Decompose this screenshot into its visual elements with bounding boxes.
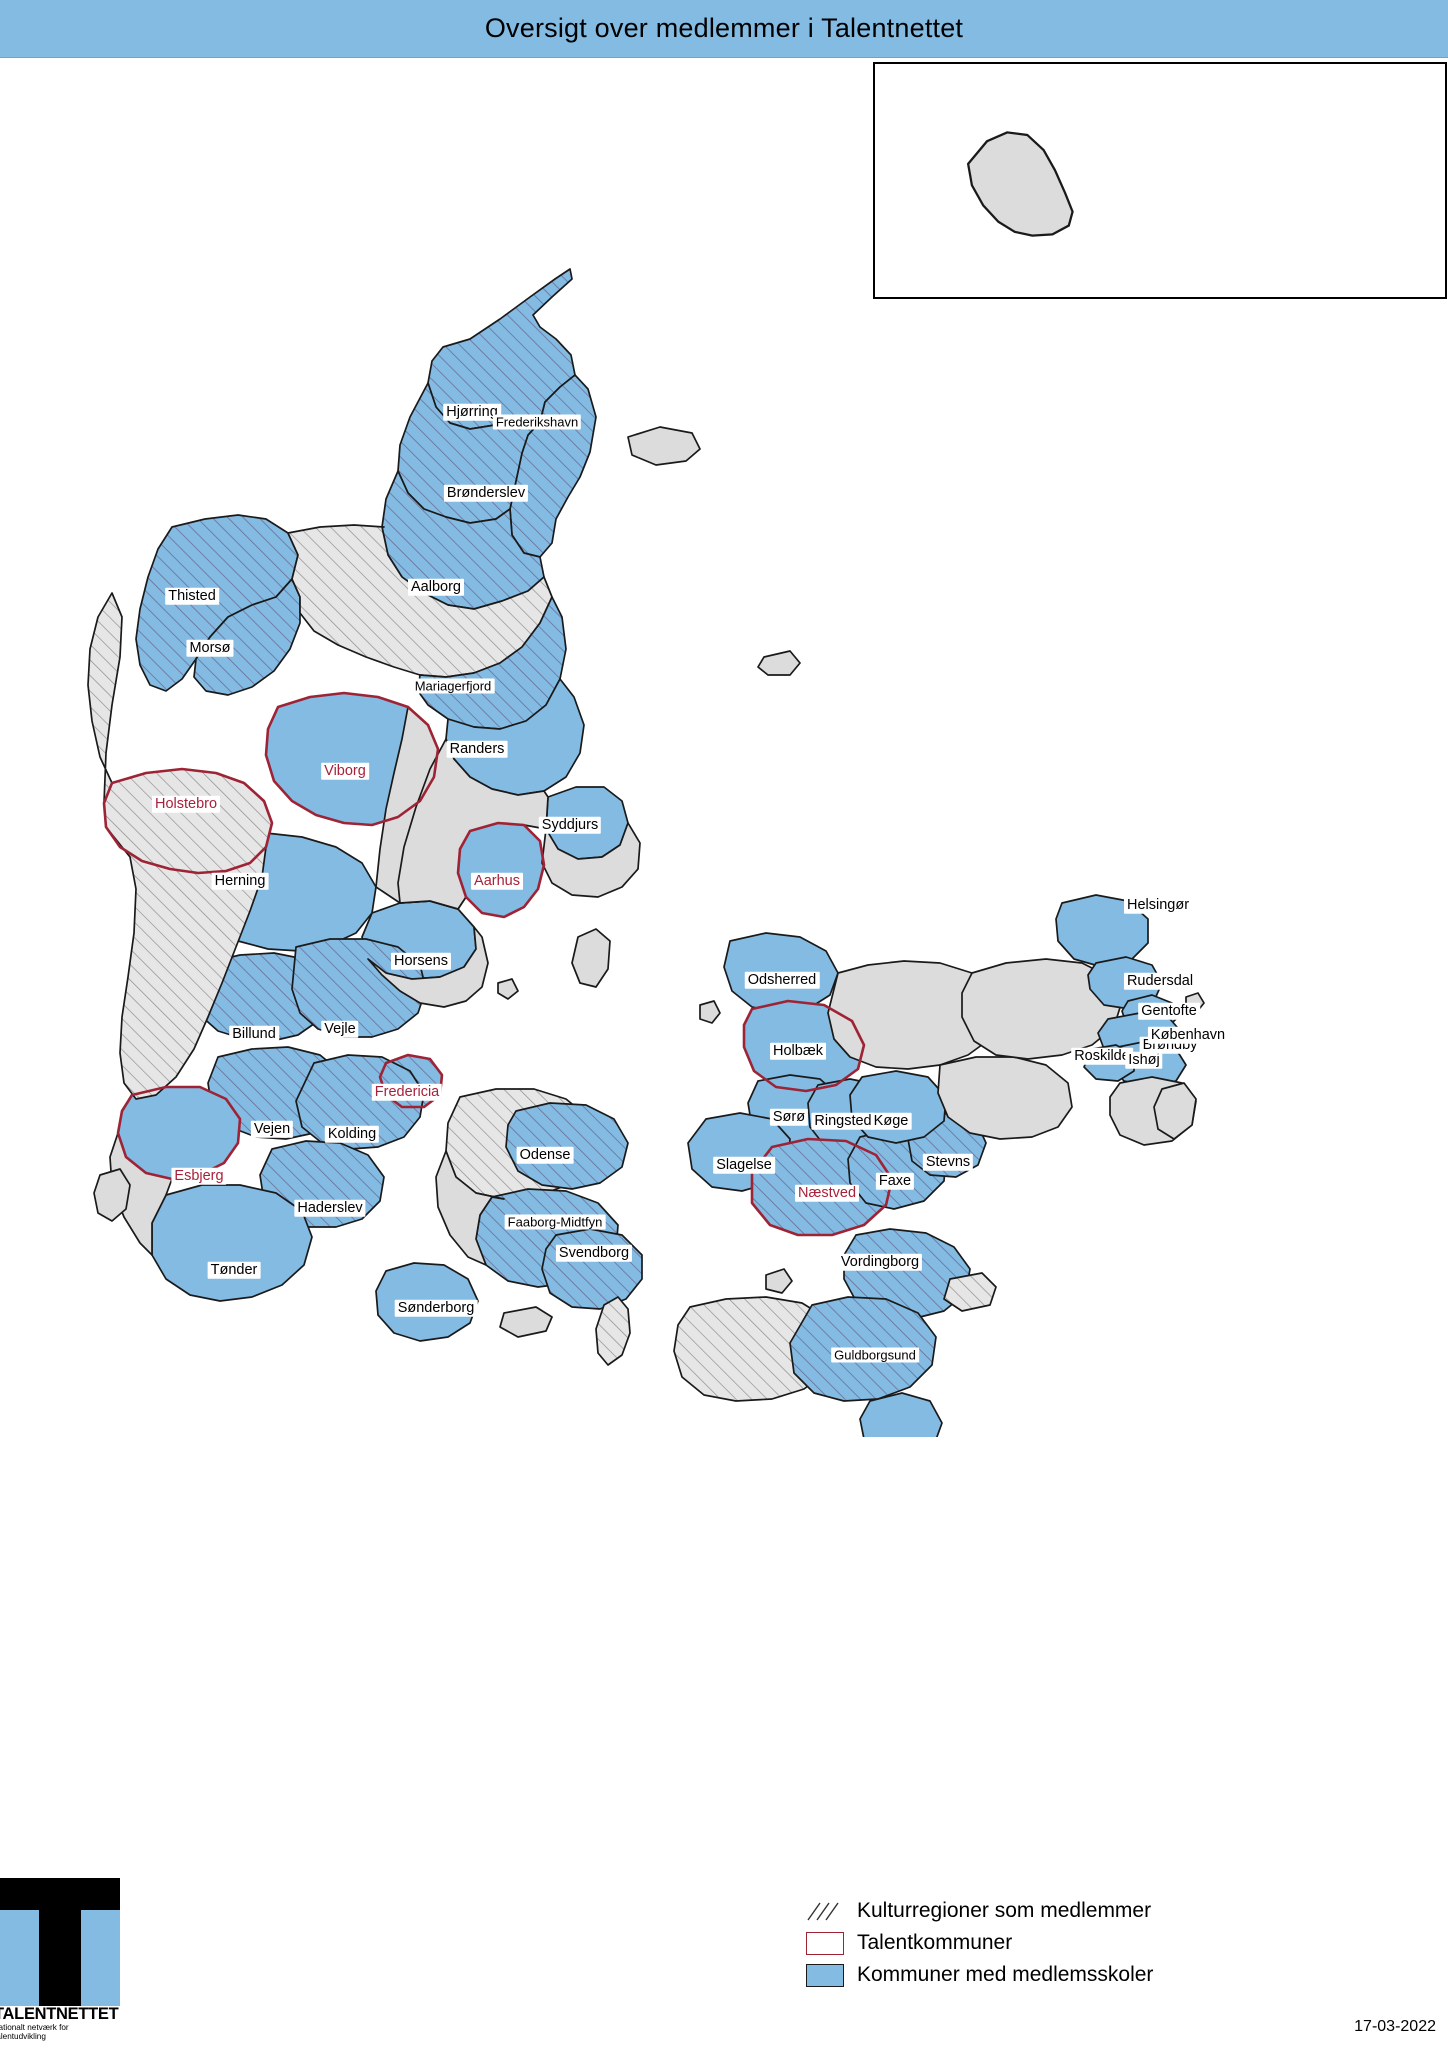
region-falster-south [859, 1392, 943, 1437]
map-label-odsherred: Odsherred [744, 971, 820, 989]
region-kolding [295, 1054, 425, 1150]
island-aeroe [499, 1306, 553, 1338]
map-label-vejen: Vejen [250, 1120, 294, 1138]
logo-wordmark: TALENTNETTET [0, 2005, 119, 2023]
talent-outline-aarhus [456, 821, 546, 919]
map-label-t-nder: Tønder [207, 1261, 261, 1279]
island-bogoe [765, 1268, 793, 1294]
region-svendborg [541, 1228, 643, 1310]
red-outline-swatch-icon [806, 1931, 844, 1955]
map-label-kolding: Kolding [324, 1125, 380, 1143]
blue-fill-swatch-icon [806, 1963, 844, 1987]
map-label-guldborgsund: Guldborgsund [831, 1347, 919, 1363]
map-label-mariagerfjord: Mariagerfjord [411, 678, 495, 694]
map-label-ringsted: Ringsted [811, 1112, 875, 1130]
region-toender [151, 1184, 313, 1302]
talent-outline-naestved [750, 1137, 894, 1237]
region-plain-horsens-south [367, 926, 489, 1008]
page-title: Oversigt over medlemmer i Talentnettet [484, 13, 964, 43]
bornholm-shape [966, 131, 1074, 237]
map-label-s-nderborg: Sønderborg [394, 1299, 478, 1317]
legend-label-talentkommuner: Talentkommuner [857, 1931, 1013, 1954]
map-label-holb-k: Holbæk [770, 1042, 826, 1060]
bornholm-inset-box [873, 62, 1447, 299]
title-banner: Oversigt over medlemmer i Talentnettet [0, 0, 1448, 58]
legend-item-medlemsskoler: Kommuner med medlemsskoler [806, 1959, 1366, 1991]
map-label-holstebro: Holstebro [151, 795, 221, 813]
map-label-odense: Odense [516, 1146, 574, 1164]
map-label-vejle: Vejle [321, 1020, 359, 1038]
map-label-aalborg: Aalborg [408, 578, 464, 596]
map-label-svendborg: Svendborg [555, 1244, 633, 1262]
map-label-fredericia: Fredericia [371, 1083, 443, 1101]
legend-item-talentkommuner: Talentkommuner [806, 1927, 1366, 1959]
region-zealand-plain [827, 960, 1001, 1070]
map-label-syddjurs: Syddjurs [538, 816, 602, 834]
map-label-viborg: Viborg [321, 762, 369, 780]
legend-label-kulturregioner: Kulturregioner som medlemmer [857, 1899, 1152, 1922]
denmark-map[interactable]: Hjørring Frederikshavn Brønderslev Aalborg T… [0, 57, 1448, 1437]
island-anholt [757, 650, 801, 676]
island-amager-small [1153, 1082, 1197, 1140]
talent-outline-odsherred-holbaek [742, 999, 866, 1093]
map-label-k-ge: Køge [870, 1112, 912, 1130]
map-label-helsing-r: Helsingør [1123, 896, 1193, 914]
region-odense [505, 1102, 629, 1190]
map-label-n-stved: Næstved [794, 1184, 860, 1202]
region-vordingborg [843, 1228, 971, 1320]
map-label-horsens: Horsens [391, 952, 451, 970]
talent-outline-holstebro [102, 767, 274, 875]
map-label-herning: Herning [211, 872, 269, 890]
map-label-esbjerg: Esbjerg [171, 1167, 227, 1185]
map-label-roskilde: Roskilde [1071, 1047, 1133, 1065]
map-label-k-benhavn: København [1147, 1026, 1229, 1044]
region-mariagerfjord [417, 596, 567, 730]
region-morsoe [193, 578, 301, 696]
map-label-aarhus: Aarhus [471, 872, 523, 890]
region-northzealand-plain [961, 958, 1123, 1060]
map-label-thisted: Thisted [165, 587, 219, 605]
map-label-frederikshavn: Frederikshavn [492, 414, 582, 430]
island-moen [943, 1272, 997, 1312]
legend-item-kulturregioner: Kulturregioner som medlemmer [806, 1895, 1366, 1927]
map-label-slagelse: Slagelse [713, 1156, 775, 1174]
region-plain-djursland [541, 822, 641, 898]
date-stamp: 17-03-2022 [1354, 2018, 1436, 2035]
island-endelave [497, 978, 519, 1000]
map-label-br-nderslev: Brønderslev [443, 484, 529, 502]
bornholm-inset-map [966, 131, 1074, 237]
map-label-stevns: Stevns [922, 1153, 974, 1171]
map-legend: Kulturregioner som medlemmer Talentkommu… [806, 1895, 1366, 1991]
island-sejeroe [699, 1000, 721, 1024]
map-label-ish-j: Ishøj [1125, 1051, 1163, 1069]
logo-t-mark-icon [0, 1878, 120, 2006]
talentnettet-logo: TALENTNETTET nationalt netværk for talen… [0, 1878, 120, 2041]
region-fyn-plain [435, 1150, 505, 1266]
map-label-faxe: Faxe [875, 1172, 915, 1190]
denmark-map-svg [87, 268, 1205, 1437]
hatch-swatch-icon [806, 1899, 844, 1923]
logo-tagline: nationalt netværk for talentudvikling [0, 2023, 69, 2042]
legend-label-medlemsskoler: Kommuner med medlemsskoler [857, 1963, 1154, 1986]
talent-outline-viborg [264, 691, 440, 827]
map-label-randers: Randers [446, 740, 508, 758]
map-label-mors-: Morsø [186, 639, 234, 657]
map-label-haderslev: Haderslev [294, 1199, 366, 1217]
map-label-billund: Billund [229, 1025, 279, 1043]
map-label-rudersdal: Rudersdal [1123, 972, 1197, 990]
map-label-faaborg-midtfyn: Faaborg-Midtfyn [504, 1214, 606, 1230]
map-label-vordingborg: Vordingborg [837, 1253, 923, 1271]
island-laesoe [627, 426, 701, 466]
map-label-hj-rring: Hjørring [443, 403, 501, 421]
map-label-s-r-: Sørø [769, 1108, 809, 1126]
map-label-gentofte: Gentofte [1138, 1002, 1200, 1020]
island-samsoe [571, 928, 611, 988]
region-culture-langeland [595, 1296, 631, 1366]
island-fanoe [93, 1168, 131, 1222]
